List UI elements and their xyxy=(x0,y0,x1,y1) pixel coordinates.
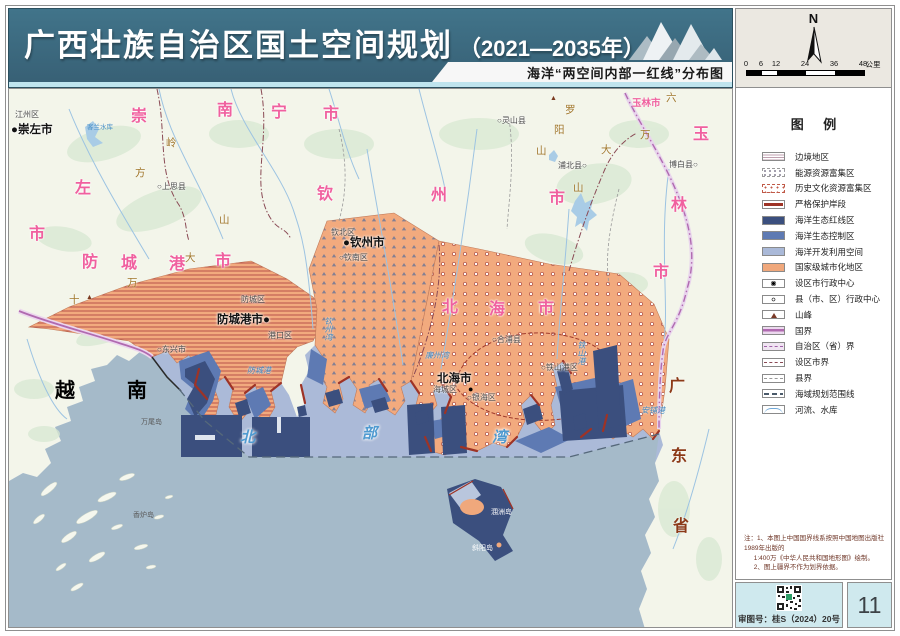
legend-swatch-history xyxy=(762,183,785,193)
note-line: 2、图上疆界不作为划界依据。 xyxy=(753,564,842,572)
legend-swatch-border-area xyxy=(762,152,785,162)
scale-tick: 24 xyxy=(800,59,810,68)
legend-item: 能源资源富集区 xyxy=(762,165,891,181)
legend-swatch-peak xyxy=(762,310,785,320)
header-accent-line xyxy=(9,82,732,87)
legend-swatch-county-center xyxy=(762,294,785,304)
legend-label: 设区市行政中心 xyxy=(795,278,855,289)
legend-swatch-eco-redline xyxy=(762,215,785,225)
legend-item: 严格保护岸段 xyxy=(762,196,891,212)
map-canvas: 崇左市南宁市钦州市北海市防城港市玉林市玉林市 ●崇左市 ●钦州市 防城港市● 北海市 ● 江… xyxy=(8,88,733,628)
north-label: N xyxy=(808,11,819,26)
legend-label: 海域规划范围线 xyxy=(795,388,855,399)
subtitle-strip: 海洋“两空间内部一红线”分布图 xyxy=(432,62,732,82)
title-wrap: 广西壮族自治区国土空间规划 （2021—2035年） xyxy=(24,20,645,65)
qr-code xyxy=(776,585,802,611)
legend-item: 海洋生态控制区 xyxy=(762,228,891,244)
scale-ticks: 公里 0 6 12 24 36 48 xyxy=(743,59,886,69)
mountain-logo-icon xyxy=(629,22,722,60)
legend-panel: 图 例 边境地区能源资源富集区历史文化资源富集区 严格保护岸段 海洋生态红线区 海洋生… xyxy=(735,88,892,580)
legend-label: 严格保护岸段 xyxy=(795,199,847,210)
scale-tick: 6 xyxy=(758,59,764,68)
legend-item: 县（市、区）行政中心 xyxy=(762,291,891,307)
legend-swatch-river xyxy=(762,405,785,415)
legend-label: 山峰 xyxy=(795,309,813,320)
page-number: 11 xyxy=(857,591,882,618)
map-graphic xyxy=(9,89,732,627)
map-notes: 注：1、本图上中国国界线系按照中国地图出版社1989年出版的 1:400万《中华人… xyxy=(744,534,887,573)
legend-label: 设区市界 xyxy=(795,357,830,368)
legend-label: 海洋生态红线区 xyxy=(795,215,855,226)
legend-swatch-city-boundary xyxy=(762,357,785,367)
legend-swatch-national-boundary xyxy=(762,326,785,336)
footer-bar: 审图号：桂S（2024）20号 11 xyxy=(735,582,892,628)
legend-swatch-eco-control xyxy=(762,231,785,241)
legend-item: 河流、水库 xyxy=(762,402,891,418)
legend-item: 海域规划范围线 xyxy=(762,386,891,402)
note-line: 1:400万《中华人民共和国地形图》绘制。 xyxy=(753,554,875,562)
note-line: 注：1、本图上中国国界线系按照中国地图出版社1989年出版的 xyxy=(744,535,885,552)
scale-unit: 公里 xyxy=(865,60,881,69)
legend-label: 自治区（省）界 xyxy=(795,341,855,352)
compass-scale-box: N 公里 0 6 12 24 36 48 xyxy=(735,8,892,88)
legend-item: 设区市界 xyxy=(762,354,891,370)
title-year-range: （2021—2035年） xyxy=(459,36,645,61)
legend-swatch-sea-range xyxy=(762,389,785,399)
legend-swatch-province-boundary xyxy=(762,341,785,351)
legend-label: 国界 xyxy=(795,325,813,336)
scale-tick: 0 xyxy=(743,59,749,68)
map-subtitle: 海洋“两空间内部一红线”分布图 xyxy=(526,65,724,81)
scale-tick: 36 xyxy=(829,59,839,68)
legend-item: 海洋开发利用空间 xyxy=(762,244,891,260)
legend-swatch-city-center xyxy=(762,278,785,288)
scale-bar: 公里 0 6 12 24 36 48 xyxy=(743,59,886,81)
legend-item: 县界 xyxy=(762,370,891,386)
legend-label: 海洋开发利用空间 xyxy=(795,246,864,257)
legend-item: 国界 xyxy=(762,323,891,339)
legend-item: 历史文化资源富集区 xyxy=(762,181,891,197)
legend-item: 设区市行政中心 xyxy=(762,275,891,291)
legend-swatch-county-boundary xyxy=(762,373,785,383)
legend-label: 边境地区 xyxy=(795,151,830,162)
legend-label: 历史文化资源富集区 xyxy=(795,183,872,194)
legend-label: 国家级城市化地区 xyxy=(795,262,864,273)
north-arrow-icon xyxy=(806,26,822,64)
approval-box: 审图号：桂S（2024）20号 xyxy=(735,582,843,628)
north-arrow: N xyxy=(799,11,829,69)
legend-label: 县（市、区）行政中心 xyxy=(795,294,881,305)
scale-segments xyxy=(746,70,865,76)
legend-label: 县界 xyxy=(795,373,813,384)
legend-label: 海洋生态控制区 xyxy=(795,230,855,241)
legend-label: 河流、水库 xyxy=(795,404,838,415)
right-panel: N 公里 0 6 12 24 36 48 图 例 边境地区能源资源富集区历史文化资源富集区严… xyxy=(735,8,892,628)
scale-tick: 12 xyxy=(771,59,781,68)
legend-swatch-energy xyxy=(762,168,785,178)
page-number-box: 11 xyxy=(847,582,892,628)
header: 广西壮族自治区国土空间规划 （2021—2035年） 海洋“两空间内部一红线”分布… xyxy=(8,8,733,88)
legend-item: 国家级城市化地区 xyxy=(762,260,891,276)
legend-item: 边境地区 xyxy=(762,149,891,165)
legend-swatch-dev-space xyxy=(762,247,785,257)
legend-title: 图 例 xyxy=(790,117,845,132)
legend-item: 海洋生态红线区 xyxy=(762,212,891,228)
approval-number: 审图号：桂S（2024）20号 xyxy=(737,614,841,624)
legend-swatch-urban xyxy=(762,262,785,272)
legend-label: 能源资源富集区 xyxy=(795,167,855,178)
legend-item: 山峰 xyxy=(762,307,891,323)
page-title: 广西壮族自治区国土空间规划 xyxy=(24,28,453,63)
legend-swatch-protected-coast xyxy=(762,199,785,209)
scale-tick: 48 xyxy=(858,59,868,68)
legend-item: 自治区（省）界 xyxy=(762,339,891,355)
legend-list: 边境地区能源资源富集区历史文化资源富集区 严格保护岸段 海洋生态红线区 海洋生态控制区… xyxy=(762,149,891,418)
